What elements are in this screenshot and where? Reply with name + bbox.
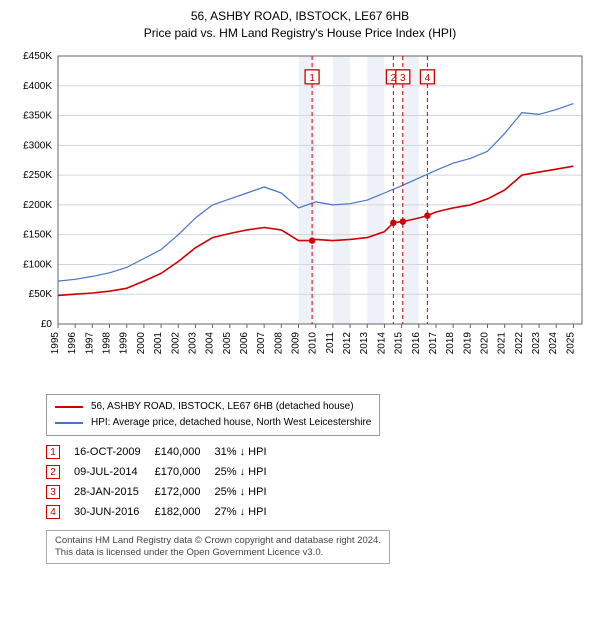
tx-date: 09-JUL-2014 bbox=[74, 462, 155, 482]
legend-label-price: 56, ASHBY ROAD, IBSTOCK, LE67 6HB (detac… bbox=[91, 401, 354, 412]
svg-text:2022: 2022 bbox=[514, 331, 525, 354]
table-row: 2 09-JUL-2014£170,00025% ↓ HPI bbox=[46, 462, 281, 482]
svg-text:1997: 1997 bbox=[84, 331, 95, 354]
chart-container: 56, ASHBY ROAD, IBSTOCK, LE67 6HB Price … bbox=[0, 0, 600, 572]
arrow-down-icon: ↓ bbox=[240, 506, 246, 518]
legend-row-price: 56, ASHBY ROAD, IBSTOCK, LE67 6HB (detac… bbox=[55, 399, 371, 415]
svg-text:£0: £0 bbox=[41, 319, 53, 330]
legend-label-hpi: HPI: Average price, detached house, Nort… bbox=[91, 417, 371, 428]
svg-text:2010: 2010 bbox=[308, 331, 319, 354]
footer: Contains HM Land Registry data © Crown c… bbox=[46, 530, 390, 565]
svg-text:2021: 2021 bbox=[497, 331, 508, 354]
tx-date: 28-JAN-2015 bbox=[74, 482, 155, 502]
tx-price: £182,000 bbox=[155, 502, 215, 522]
svg-text:2008: 2008 bbox=[273, 331, 284, 354]
svg-text:2002: 2002 bbox=[170, 331, 181, 354]
svg-text:2018: 2018 bbox=[445, 331, 456, 354]
svg-text:2001: 2001 bbox=[153, 331, 164, 354]
svg-text:2007: 2007 bbox=[256, 331, 267, 354]
svg-text:2000: 2000 bbox=[136, 331, 147, 354]
tx-marker: 4 bbox=[46, 505, 60, 519]
legend-row-hpi: HPI: Average price, detached house, Nort… bbox=[55, 415, 371, 431]
svg-text:2012: 2012 bbox=[342, 331, 353, 354]
tx-delta: 27% ↓ HPI bbox=[215, 502, 281, 522]
svg-text:2017: 2017 bbox=[428, 331, 439, 354]
tx-price: £172,000 bbox=[155, 482, 215, 502]
title-block: 56, ASHBY ROAD, IBSTOCK, LE67 6HB Price … bbox=[10, 8, 590, 42]
svg-text:£450K: £450K bbox=[23, 51, 52, 62]
legend-swatch-hpi bbox=[55, 422, 83, 424]
legend-swatch-price bbox=[55, 406, 83, 408]
svg-text:£300K: £300K bbox=[23, 140, 52, 151]
table-row: 4 30-JUN-2016£182,00027% ↓ HPI bbox=[46, 502, 281, 522]
tx-date: 30-JUN-2016 bbox=[74, 502, 155, 522]
svg-text:£350K: £350K bbox=[23, 110, 52, 121]
footer-line1: Contains HM Land Registry data © Crown c… bbox=[55, 535, 381, 547]
svg-text:2025: 2025 bbox=[565, 331, 576, 354]
svg-text:2023: 2023 bbox=[531, 331, 542, 354]
tx-marker: 1 bbox=[46, 445, 60, 459]
svg-text:£200K: £200K bbox=[23, 199, 52, 210]
legend: 56, ASHBY ROAD, IBSTOCK, LE67 6HB (detac… bbox=[46, 394, 380, 436]
svg-text:1998: 1998 bbox=[102, 331, 113, 354]
title-address: 56, ASHBY ROAD, IBSTOCK, LE67 6HB bbox=[10, 8, 590, 25]
tx-delta: 25% ↓ HPI bbox=[215, 482, 281, 502]
tx-price: £170,000 bbox=[155, 462, 215, 482]
svg-text:2003: 2003 bbox=[187, 331, 198, 354]
svg-text:2019: 2019 bbox=[462, 331, 473, 354]
svg-text:2011: 2011 bbox=[325, 331, 336, 353]
arrow-down-icon: ↓ bbox=[240, 466, 246, 478]
svg-text:1: 1 bbox=[309, 72, 315, 83]
svg-text:2016: 2016 bbox=[411, 331, 422, 354]
svg-text:£150K: £150K bbox=[23, 229, 52, 240]
svg-text:£50K: £50K bbox=[29, 289, 53, 300]
svg-text:2004: 2004 bbox=[205, 331, 216, 354]
svg-text:2024: 2024 bbox=[548, 331, 559, 354]
svg-text:2005: 2005 bbox=[222, 331, 233, 354]
tx-marker: 2 bbox=[46, 465, 60, 479]
svg-text:£250K: £250K bbox=[23, 170, 52, 181]
svg-text:4: 4 bbox=[425, 72, 431, 83]
tx-delta: 25% ↓ HPI bbox=[215, 462, 281, 482]
svg-text:2020: 2020 bbox=[480, 331, 491, 354]
arrow-down-icon: ↓ bbox=[240, 486, 246, 498]
svg-text:£100K: £100K bbox=[23, 259, 52, 270]
svg-text:£400K: £400K bbox=[23, 80, 52, 91]
svg-text:2013: 2013 bbox=[359, 331, 370, 354]
arrow-down-icon: ↓ bbox=[240, 446, 246, 458]
svg-text:1995: 1995 bbox=[50, 331, 61, 354]
tx-date: 16-OCT-2009 bbox=[74, 442, 155, 462]
svg-text:2006: 2006 bbox=[239, 331, 250, 354]
svg-text:2009: 2009 bbox=[291, 331, 302, 354]
table-row: 1 16-OCT-2009£140,00031% ↓ HPI bbox=[46, 442, 281, 462]
tx-marker: 3 bbox=[46, 485, 60, 499]
transaction-table: 1 16-OCT-2009£140,00031% ↓ HPI 2 09-JUL-201… bbox=[46, 442, 281, 522]
footer-line2: This data is licensed under the Open Gov… bbox=[55, 547, 381, 559]
tx-delta: 31% ↓ HPI bbox=[215, 442, 281, 462]
tx-price: £140,000 bbox=[155, 442, 215, 462]
svg-text:1999: 1999 bbox=[119, 331, 130, 354]
chart-svg: £0 £50K £100K £150K £200K £250K £300K £350K £400… bbox=[10, 46, 590, 386]
title-subtitle: Price paid vs. HM Land Registry's House … bbox=[10, 25, 590, 42]
chart: £0 £50K £100K £150K £200K £250K £300K £350K £400… bbox=[10, 46, 590, 386]
table-row: 3 28-JAN-2015£172,00025% ↓ HPI bbox=[46, 482, 281, 502]
svg-text:1996: 1996 bbox=[67, 331, 78, 354]
svg-text:3: 3 bbox=[400, 72, 406, 83]
svg-text:2015: 2015 bbox=[394, 331, 405, 354]
svg-text:2014: 2014 bbox=[376, 331, 387, 354]
